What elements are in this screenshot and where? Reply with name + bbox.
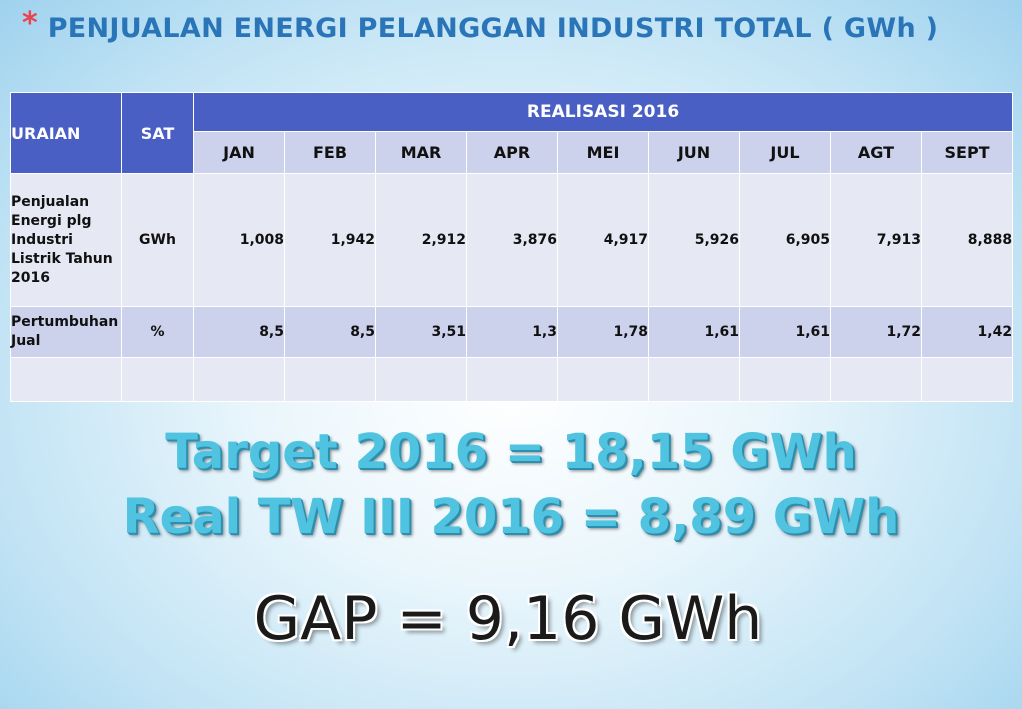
cell-value: 1,42 xyxy=(920,306,1014,358)
row-unit: % xyxy=(121,306,194,358)
month-header: SEPT xyxy=(920,131,1014,174)
sales-table: URAIAN SAT REALISASI 2016 JAN FEB MAR AP… xyxy=(10,92,1014,402)
cell-value: 8,5 xyxy=(193,306,285,358)
row-label: Penjualan Energi plg Industri Listrik Ta… xyxy=(10,173,122,307)
real-summary: Real TW III 2016 = 8,89 GWh xyxy=(122,489,900,545)
month-header: MAR xyxy=(375,131,467,174)
cell-value: 1,008 xyxy=(193,173,285,307)
month-header: FEB xyxy=(284,131,376,174)
empty-cell xyxy=(648,357,740,402)
row-label: Pertumbuhan Jual xyxy=(10,306,122,358)
month-header: JUN xyxy=(648,131,740,174)
cell-value: 2,912 xyxy=(375,173,467,307)
cell-value: 5,926 xyxy=(648,173,740,307)
row-unit: GWh xyxy=(121,173,194,307)
header-row-months: JAN FEB MAR APR MEI JUN JUL AGT SEPT xyxy=(11,131,1014,174)
month-header: MEI xyxy=(557,131,649,174)
empty-cell xyxy=(920,357,1014,402)
cell-value: 3,876 xyxy=(466,173,558,307)
cell-value: 7,913 xyxy=(830,173,922,307)
month-header: JUL xyxy=(739,131,831,174)
month-header: AGT xyxy=(830,131,922,174)
cell-value: 1,61 xyxy=(648,306,740,358)
header-sat: SAT xyxy=(121,92,194,174)
month-header: JAN xyxy=(193,131,285,174)
cell-value: 1,3 xyxy=(466,306,558,358)
cell-value: 1,942 xyxy=(284,173,376,307)
slide-title-row: * PENJUALAN ENERGI PELANGGAN INDUSTRI TO… xyxy=(22,6,938,50)
cell-value: 1,78 xyxy=(557,306,649,358)
header-realisasi: REALISASI 2016 xyxy=(192,92,1014,132)
empty-cell xyxy=(121,357,194,402)
table-row: Pertumbuhan Jual % 8,5 8,5 3,51 1,3 1,78… xyxy=(10,306,1014,358)
empty-cell xyxy=(739,357,831,402)
cell-value: 1,61 xyxy=(739,306,831,358)
cell-value: 1,72 xyxy=(830,306,922,358)
cell-value: 4,917 xyxy=(557,173,649,307)
table-row-empty xyxy=(10,357,1014,402)
bullet-asterisk: * xyxy=(22,6,38,41)
empty-cell xyxy=(284,357,376,402)
target-summary: Target 2016 = 18,15 GWh xyxy=(165,424,857,480)
cell-value: 8,5 xyxy=(284,306,376,358)
empty-cell xyxy=(193,357,285,402)
empty-cell xyxy=(466,357,558,402)
cell-value: 6,905 xyxy=(739,173,831,307)
month-header: APR xyxy=(466,131,558,174)
cell-value: 8,888 xyxy=(920,173,1014,307)
table-row: Penjualan Energi plg Industri Listrik Ta… xyxy=(10,173,1014,307)
empty-cell xyxy=(10,357,122,402)
empty-cell xyxy=(375,357,467,402)
empty-cell xyxy=(830,357,922,402)
cell-value: 3,51 xyxy=(375,306,467,358)
header-uraian: URAIAN xyxy=(10,92,122,174)
empty-cell xyxy=(557,357,649,402)
slide-title: PENJUALAN ENERGI PELANGGAN INDUSTRI TOTA… xyxy=(47,12,939,44)
gap-summary: GAP = 9,16 GWh xyxy=(253,584,763,654)
header-row-top: URAIAN SAT REALISASI 2016 xyxy=(10,92,1014,174)
